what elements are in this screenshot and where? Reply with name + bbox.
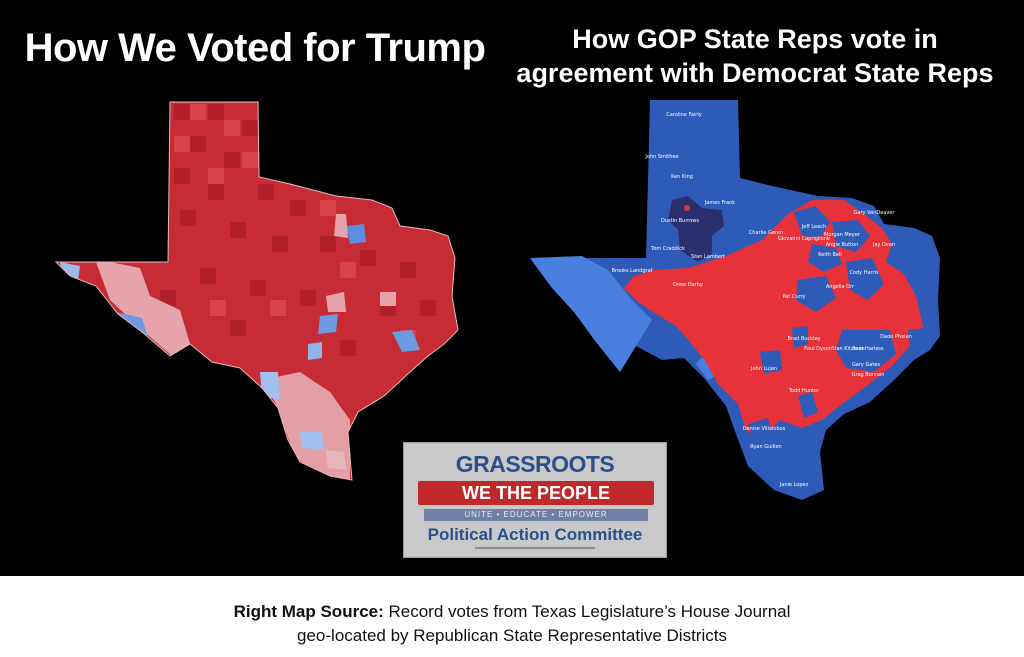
rep-label: John Lujan — [750, 366, 777, 372]
left-texas-county-map — [54, 101, 459, 481]
logo-tagline: UNITE • EDUCATE • EMPOWER — [424, 509, 648, 521]
rep-label: Tom Craddick — [650, 246, 685, 252]
rep-label: John Smithee — [644, 154, 678, 160]
right-map-title-line1: How GOP State Reps vote in — [572, 24, 938, 54]
grassroots-america-logo: GRASSROOTS AMERICA WE THE PEOPLE UNITE •… — [403, 442, 667, 558]
rep-label: Paul Dyson — [804, 346, 832, 352]
rep-label: Cody Harris — [849, 270, 879, 276]
right-texas-district-map: Caroline Fairly John Smithee Ken King James… — [530, 100, 940, 500]
rep-label: Caroline Fairly — [666, 112, 701, 118]
caption-line1-text: Record votes from Texas Legislature’s Ho… — [383, 602, 791, 621]
caption: Right Map Source: Record votes from Texa… — [0, 600, 1024, 648]
rep-label: Denise Villalobos — [743, 426, 786, 432]
right-map-title-line2: agreement with Democrat State Reps — [516, 58, 994, 88]
rep-label: James Frank — [704, 200, 735, 206]
rep-label: Ryan Guillen — [750, 444, 781, 450]
rep-label: Drew Darby — [673, 282, 703, 288]
rep-label: Dade Phelan — [880, 334, 912, 340]
rep-label: Keith Bell — [818, 252, 842, 258]
rep-label: Angie Button — [826, 242, 859, 248]
rep-label: Greg Bonnen — [852, 372, 885, 378]
left-map-title: How We Voted for Trump — [24, 26, 486, 70]
rep-label: Ken King — [671, 174, 693, 180]
rep-label: Giovanni Capriglione — [778, 236, 830, 242]
rep-label: Janie Lopez — [779, 482, 809, 488]
image-panel: How We Voted for Trump How GOP State Rep… — [0, 0, 1024, 576]
rep-label: Sam Harless — [852, 346, 884, 352]
rep-label: Stan Kitzman — [831, 346, 864, 352]
rep-label: Charlie Geren — [749, 230, 783, 236]
rep-label: Jeff Leach — [801, 224, 826, 230]
rep-label: Todd Hunter — [788, 388, 820, 394]
rep-labels: Caroline Fairly John Smithee Ken King James… — [612, 112, 912, 488]
rep-label: Brad Buckley — [788, 336, 821, 342]
logo-pac: Political Action Committee — [427, 525, 643, 544]
rep-label: Angelia Orr — [826, 284, 855, 290]
rep-label: Brooks Landgraf — [612, 268, 653, 274]
logo-fine-print — [404, 547, 666, 550]
rep-label: Dustin Burrows — [661, 218, 699, 224]
rep-label: Jay Dean — [872, 242, 895, 248]
red-region — [624, 200, 924, 440]
right-map-title: How GOP State Reps vote in agreement wit… — [505, 22, 1005, 90]
rep-label: Morgan Meyer — [824, 232, 861, 238]
caption-line2: geo-located by Republican State Represen… — [297, 626, 727, 645]
caption-line1: Right Map Source: Record votes from Texa… — [0, 600, 1024, 624]
rep-label: Stan Lambert — [691, 254, 725, 260]
logo-banner: WE THE PEOPLE — [418, 481, 654, 505]
rep-label: Gary Gates — [852, 362, 881, 368]
rep-label: Pat Curry — [782, 294, 805, 300]
caption-bold: Right Map Source: — [233, 602, 384, 621]
rep-label: Gary VanDeaver — [854, 210, 896, 216]
